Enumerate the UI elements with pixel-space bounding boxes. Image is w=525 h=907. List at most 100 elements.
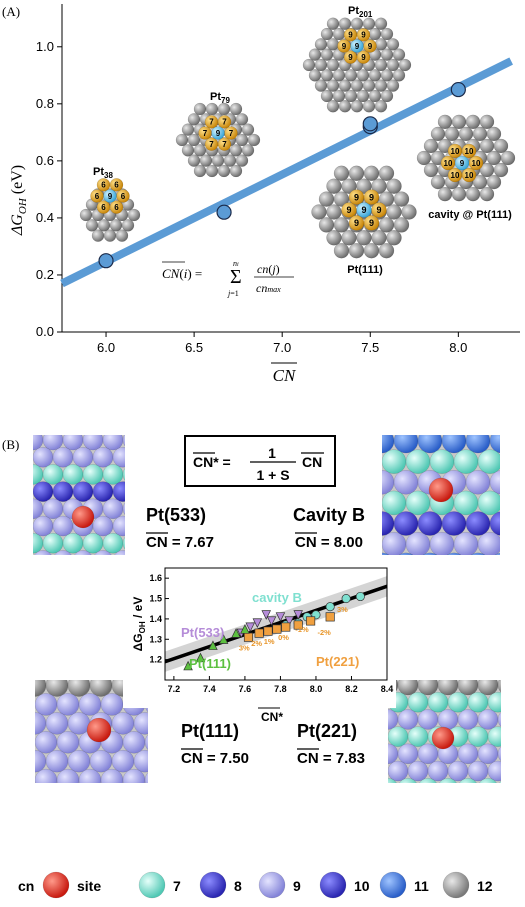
y-tick-label: 0.4 <box>36 210 54 225</box>
percent-annotation: -1% <box>295 625 309 634</box>
legend-label-9: 9 <box>293 878 301 894</box>
atom <box>368 89 382 103</box>
atom <box>477 490 500 516</box>
cn-number: 7 <box>209 140 214 149</box>
cavity-label-a: cavity @ Pt(111) <box>428 209 512 221</box>
site-atom <box>428 477 454 503</box>
atom <box>333 242 350 259</box>
cn-number: 9 <box>348 31 353 40</box>
atom <box>457 709 479 730</box>
atom <box>386 79 400 92</box>
y-tick-label: 0.8 <box>36 96 54 111</box>
atom <box>102 533 124 554</box>
x-tick-label: 7.2 <box>168 684 181 694</box>
cavity-b-marker <box>325 602 335 612</box>
atom <box>397 680 419 696</box>
atom <box>362 79 376 92</box>
cn-number: 9 <box>354 218 359 228</box>
neighbor-atom <box>217 115 232 129</box>
atom <box>447 692 469 713</box>
atom <box>314 79 328 92</box>
pt-221--series-label: Pt(221) <box>316 654 359 669</box>
pt-221--marker <box>272 624 282 634</box>
neighbor-atom <box>348 215 365 231</box>
atom <box>67 749 91 773</box>
atom <box>472 126 488 142</box>
cn-number: 9 <box>361 205 366 215</box>
atom <box>407 760 429 782</box>
cn-number: 9 <box>361 31 366 40</box>
pt38-label: Pt38 <box>93 166 113 180</box>
atom <box>112 447 125 468</box>
atom <box>362 17 376 30</box>
atom <box>356 230 372 246</box>
atom <box>211 154 225 167</box>
cn-number: 10 <box>465 147 474 156</box>
cn-number: 7 <box>222 118 227 127</box>
svg-text:CN = 7.50: CN = 7.50 <box>181 750 249 767</box>
atom <box>489 511 500 536</box>
legend-label-10: 10 <box>354 878 370 894</box>
atom <box>397 743 419 764</box>
atom <box>338 79 352 92</box>
atom <box>333 217 350 233</box>
pt-533--marker <box>261 610 271 620</box>
svg-text:ΔGOH (eV): ΔGOH (eV) <box>9 165 29 236</box>
atom <box>446 552 462 555</box>
atom <box>122 536 125 550</box>
y-tick-label: 1.3 <box>149 634 162 644</box>
pt-221--marker <box>281 622 291 632</box>
atom <box>497 746 501 762</box>
atom <box>407 726 429 747</box>
atom <box>94 550 112 555</box>
pt-533--marker <box>293 610 303 620</box>
atom <box>229 102 243 116</box>
atom <box>465 114 481 130</box>
atom <box>374 17 388 30</box>
atom <box>92 481 114 502</box>
atom <box>121 219 135 232</box>
pt-221--marker <box>306 616 316 626</box>
atom <box>437 709 459 730</box>
pt-533--series-label: Pt(533) <box>181 625 224 640</box>
atom <box>72 447 94 468</box>
fit-line <box>60 57 513 288</box>
cn-number: 9 <box>369 192 374 202</box>
y-tick-label: 0.6 <box>36 153 54 168</box>
atom <box>447 760 469 782</box>
atom <box>348 165 365 182</box>
panel-a-ylabel: ΔGOH (eV) <box>9 165 29 236</box>
atom <box>332 89 346 103</box>
atom <box>193 102 207 116</box>
atom <box>451 114 467 130</box>
atom <box>122 468 125 481</box>
atom <box>82 435 104 451</box>
cn-number: 10 <box>451 147 460 156</box>
atom <box>229 164 243 178</box>
pt-111--marker <box>240 624 250 634</box>
y-tick-label: 1.0 <box>36 39 54 54</box>
atom <box>326 38 340 51</box>
atom <box>78 693 102 716</box>
atom <box>111 712 135 735</box>
atom <box>326 17 340 30</box>
svg-text:1 + S: 1 + S <box>256 467 289 483</box>
percent-annotation: 0% <box>278 633 289 642</box>
atom <box>378 217 395 233</box>
atom <box>417 435 443 454</box>
data-point <box>98 253 114 269</box>
atom <box>386 38 400 51</box>
atom <box>458 126 474 142</box>
svg-text:CN = 7.83: CN = 7.83 <box>297 750 365 767</box>
site-atom <box>350 39 364 53</box>
atom <box>374 58 388 72</box>
atom <box>427 692 449 713</box>
atom <box>333 165 350 182</box>
atom <box>133 749 148 773</box>
svg-text:CN(i) =: CN(i) = <box>162 266 202 281</box>
pt-111--marker <box>208 640 218 650</box>
atom <box>380 27 394 41</box>
atom <box>67 712 91 735</box>
atom <box>497 711 501 727</box>
pt-533--marker <box>275 612 286 622</box>
